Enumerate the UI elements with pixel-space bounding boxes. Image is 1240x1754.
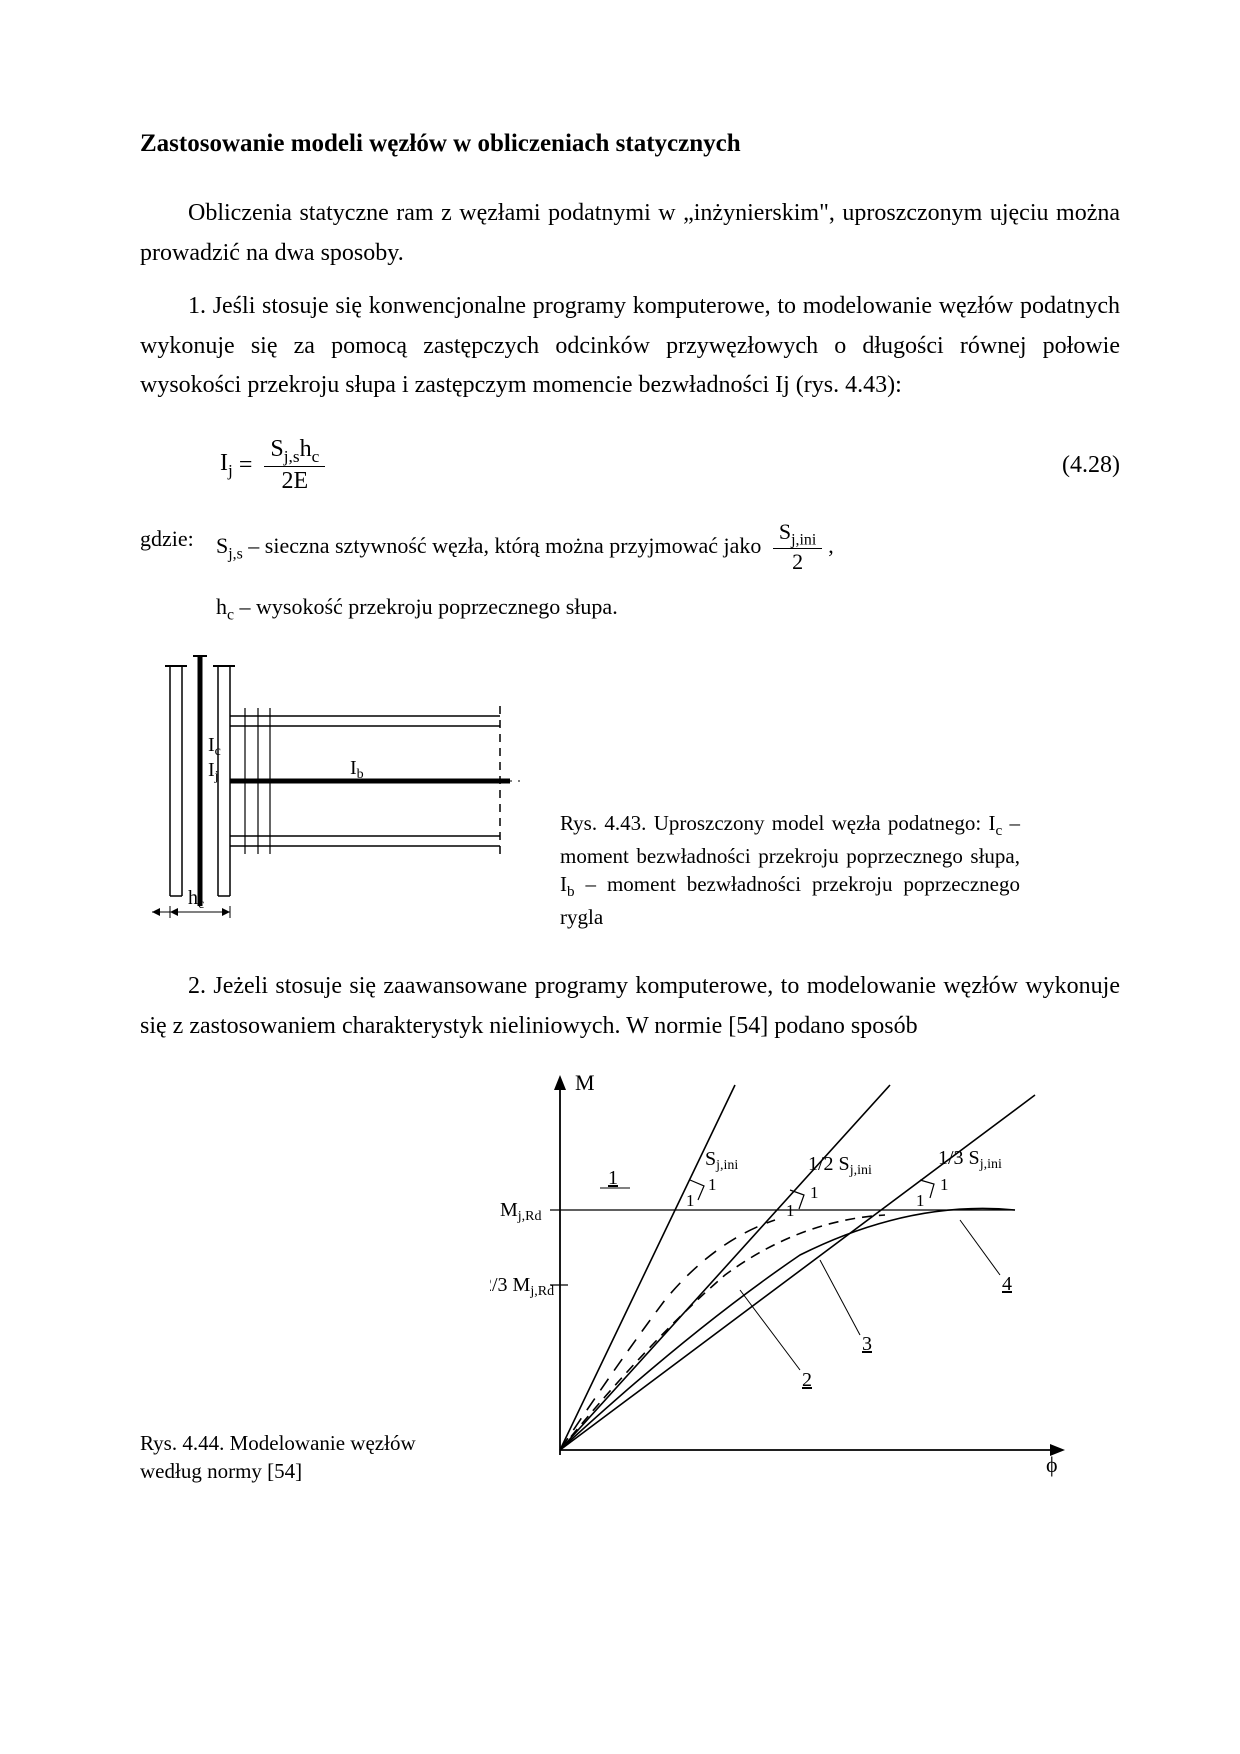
svg-text:1/2 Sj,ini: 1/2 Sj,ini bbox=[808, 1153, 872, 1178]
paragraph-method-1: 1. Jeśli stosuje się konwencjonalne prog… bbox=[140, 287, 1120, 406]
figure-4-44-chart: M ϕ Mj,Rd 2/3 Mj,Rd Sj,ini 1/2 Sj,ini 1/… bbox=[490, 1060, 1070, 1485]
svg-text:1: 1 bbox=[608, 1167, 618, 1189]
figure-4-44-caption: Rys. 4.44. Modelowanie węzłów według nor… bbox=[140, 1429, 460, 1486]
svg-text:2: 2 bbox=[802, 1369, 812, 1391]
svg-text:ϕ: ϕ bbox=[1046, 1452, 1058, 1477]
paragraph-intro: Obliczenia statyczne ram z węzłami podat… bbox=[140, 194, 1120, 273]
equation-4-28: Ij = Sj,shc 2E (4.28) bbox=[140, 436, 1120, 496]
svg-text:Ib: Ib bbox=[350, 757, 364, 782]
svg-text:Ic: Ic bbox=[208, 734, 221, 759]
svg-text:Mj,Rd: Mj,Rd bbox=[500, 1199, 542, 1224]
svg-text:1: 1 bbox=[786, 1201, 795, 1220]
svg-text:4: 4 bbox=[1002, 1273, 1012, 1295]
figure-4-43-diagram: Ic Ij Ib hc bbox=[140, 646, 520, 931]
svg-text:1: 1 bbox=[916, 1191, 925, 1210]
svg-text:1: 1 bbox=[708, 1175, 717, 1194]
equation-where: gdzie: Sj,s – sieczna sztywność węzła, k… bbox=[140, 520, 1120, 576]
figure-4-43-caption: Rys. 4.43. Uproszczony model węzła podat… bbox=[560, 809, 1020, 931]
svg-text:1: 1 bbox=[810, 1183, 819, 1202]
svg-text:2/3 Mj,Rd: 2/3 Mj,Rd bbox=[490, 1274, 554, 1299]
eq-number: (4.28) bbox=[1062, 452, 1120, 479]
svg-text:1: 1 bbox=[940, 1175, 949, 1194]
svg-text:3: 3 bbox=[862, 1333, 872, 1355]
eq-lhs: Ij bbox=[220, 450, 233, 481]
equation-where-hc: hc – wysokość przekroju poprzecznego słu… bbox=[216, 594, 1120, 624]
section-heading: Zastosowanie modeli węzłów w obliczeniac… bbox=[140, 130, 1120, 158]
svg-text:1: 1 bbox=[686, 1191, 695, 1210]
svg-text:M: M bbox=[575, 1070, 595, 1095]
svg-text:1/3 Sj,ini: 1/3 Sj,ini bbox=[938, 1147, 1002, 1172]
svg-text:Sj,ini: Sj,ini bbox=[705, 1148, 738, 1173]
eq-fraction: Sj,shc 2E bbox=[264, 436, 325, 496]
svg-text:Ij: Ij bbox=[208, 759, 219, 784]
paragraph-method-2: 2. Jeżeli stosuje się zaawansowane progr… bbox=[140, 967, 1120, 1046]
